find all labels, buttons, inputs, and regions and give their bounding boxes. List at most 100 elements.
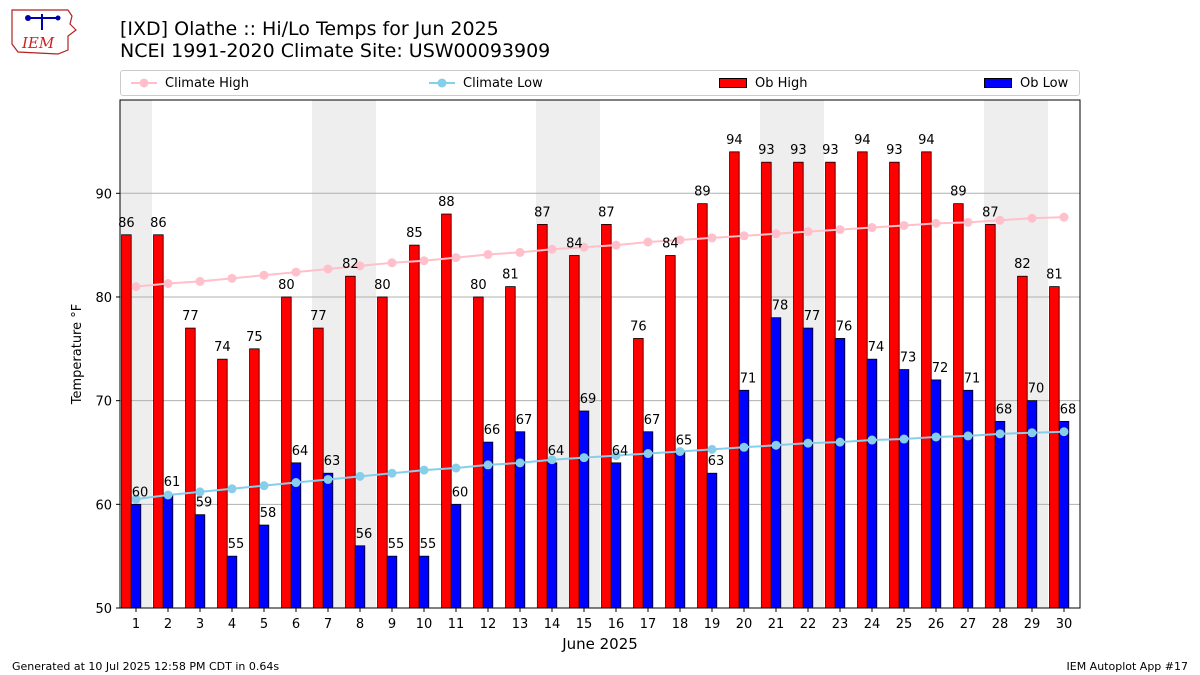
ob-high-bar (857, 151, 868, 609)
ob-high-value-label: 77 (182, 309, 199, 324)
ob-high-bar (793, 161, 804, 609)
ob-high-value-label: 86 (150, 216, 167, 231)
x-tick-label: 5 (260, 617, 268, 632)
climate-low-point (739, 442, 749, 452)
ob-low-bar (162, 493, 174, 609)
ob-high-value-label: 77 (310, 309, 327, 324)
climate-low-point (163, 490, 173, 500)
legend-climate-low: Climate Low (429, 71, 543, 95)
chart-title: [IXD] Olathe :: Hi/Lo Temps for Jun 2025 (120, 18, 499, 40)
ob-high-value-label: 87 (598, 205, 615, 220)
legend-climate-low-label: Climate Low (463, 75, 543, 91)
climate-high-point (803, 227, 813, 237)
ob-low-bar (546, 462, 558, 609)
ob-high-value-label: 84 (566, 237, 583, 252)
climate-low-point (291, 478, 301, 488)
ob-low-value-label: 55 (388, 537, 405, 552)
x-tick-label: 12 (480, 617, 497, 632)
climate-low-point (707, 444, 717, 454)
ob-high-bar (921, 151, 932, 609)
climate-high-point (355, 261, 365, 271)
climate-low-point (323, 474, 333, 484)
ob-low-bar (514, 431, 526, 609)
ob-high-bar (665, 255, 676, 609)
ob-low-value-label: 55 (228, 537, 245, 552)
legend-climate-high-label: Climate High (165, 75, 250, 91)
ob-high-bar (729, 151, 740, 609)
ob-high-value-label: 93 (758, 143, 775, 158)
ob-low-bar (386, 555, 398, 609)
x-tick-label: 3 (196, 617, 204, 632)
x-tick-label: 6 (292, 617, 300, 632)
climate-high-point (643, 237, 653, 247)
ob-high-value-label: 94 (726, 133, 743, 148)
climate-high-point (675, 235, 685, 245)
ob-low-bar (898, 369, 910, 609)
ob-low-value-label: 64 (548, 444, 565, 459)
x-tick-label: 19 (704, 617, 721, 632)
ob-high-value-label: 80 (470, 278, 487, 293)
ob-low-value-label: 58 (260, 506, 277, 521)
y-tick-label: 90 (95, 187, 112, 202)
x-tick-label: 21 (768, 617, 785, 632)
y-axis-title: Temperature °F (70, 304, 85, 405)
climate-high-point (707, 233, 717, 243)
climate-low-point (963, 431, 973, 441)
climate-low-point (419, 465, 429, 475)
climate-high-point (547, 244, 557, 254)
ob-high-value-label: 87 (982, 205, 999, 220)
plot-frame (119, 99, 1081, 609)
climate-high-point (131, 282, 141, 292)
x-tick-label: 15 (576, 617, 593, 632)
climate-high-point (387, 258, 397, 268)
climate-high-point (995, 215, 1005, 225)
ob-low-value-label: 77 (804, 309, 821, 324)
climate-low-point (771, 440, 781, 450)
climate-low-point (643, 449, 653, 459)
climate-high-point (899, 220, 909, 230)
x-tick-label: 1 (132, 617, 140, 632)
ob-high-bar (313, 327, 324, 609)
climate-low-point (547, 455, 557, 465)
x-tick-label: 14 (544, 617, 561, 632)
chart-legend: Climate High Climate Low Ob High Ob Low (120, 70, 1080, 96)
app-credit: IEM Autoplot App #17 (1066, 660, 1189, 673)
ob-low-bar (930, 379, 942, 609)
climate-low-point (899, 434, 909, 444)
climate-high-point (1059, 212, 1069, 222)
climate-low-point (195, 487, 205, 497)
x-tick-label: 8 (356, 617, 364, 632)
legend-ob-low-swatch (984, 78, 1012, 88)
climate-low-point (227, 484, 237, 494)
ob-low-value-label: 73 (900, 351, 917, 366)
chart-subtitle: NCEI 1991-2020 Climate Site: USW00093909 (120, 40, 551, 62)
climate-high-point (611, 240, 621, 250)
x-tick-label: 10 (416, 617, 433, 632)
climate-high-point (451, 253, 461, 263)
legend-climate-high: Climate High (131, 71, 249, 95)
ob-high-value-label: 82 (1014, 257, 1031, 272)
iem-logo: IEM (8, 6, 80, 58)
ob-high-bar (889, 161, 900, 609)
climate-low-point (803, 438, 813, 448)
ob-low-value-label: 60 (452, 485, 469, 500)
x-tick-label: 13 (512, 617, 529, 632)
climate-high-point (963, 217, 973, 227)
ob-high-value-label: 87 (534, 205, 551, 220)
ob-low-bar (738, 389, 750, 609)
ob-high-bar (633, 338, 644, 609)
climate-low-point (867, 435, 877, 445)
ob-low-value-label: 72 (932, 361, 949, 376)
climate-low-point (579, 453, 589, 463)
ob-high-value-label: 81 (502, 268, 519, 283)
ob-low-bar (450, 503, 462, 609)
ob-high-bar (281, 296, 292, 609)
ob-high-value-label: 81 (1046, 268, 1063, 283)
legend-ob-high-label: Ob High (755, 75, 808, 91)
ob-low-value-label: 64 (612, 444, 629, 459)
x-tick-label: 27 (960, 617, 977, 632)
ob-high-bar (1017, 275, 1028, 609)
x-tick-label: 29 (1024, 617, 1041, 632)
climate-high-point (195, 276, 205, 286)
ob-high-value-label: 94 (918, 133, 935, 148)
